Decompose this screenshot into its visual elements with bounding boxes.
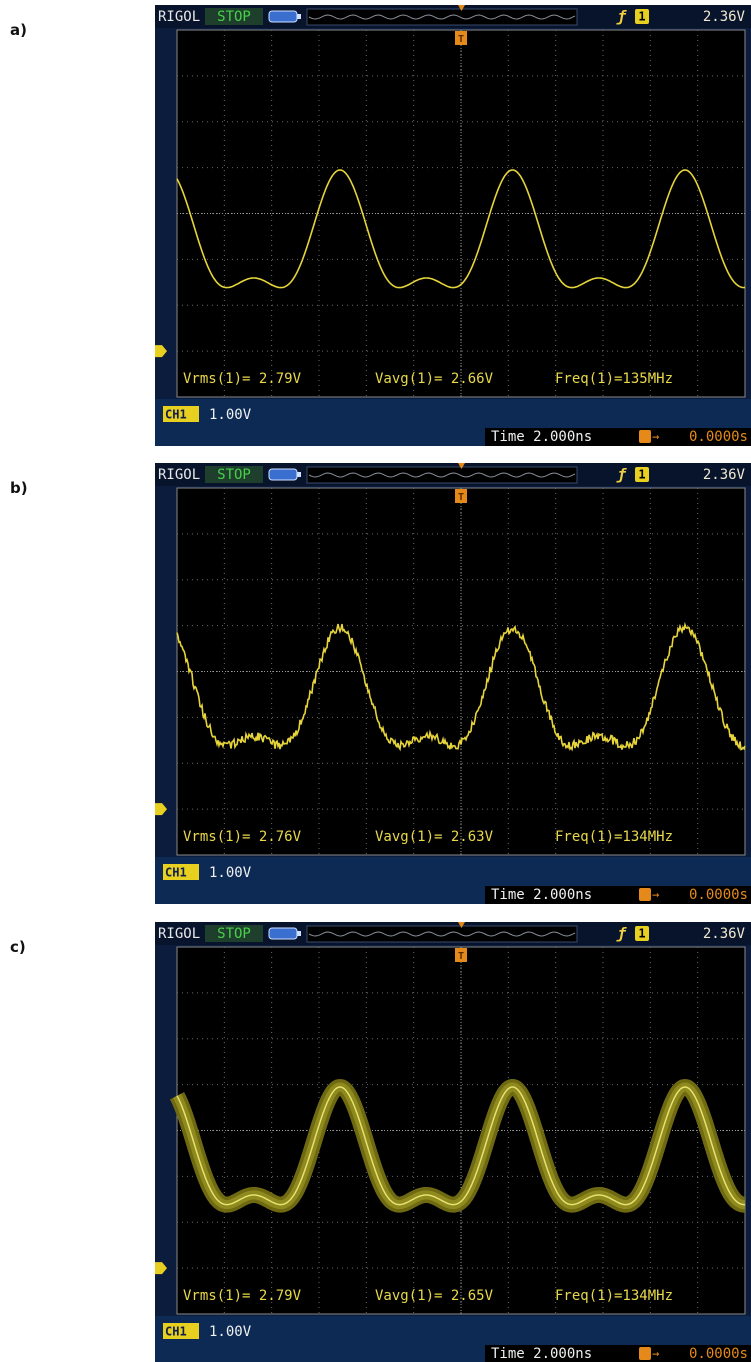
trigger-source: 1 — [638, 468, 645, 482]
measurement: Vavg(1)= 2.65V — [375, 1288, 494, 1304]
timebase: Time 2.000ns — [491, 429, 592, 445]
figure: a)RIGOLSTOPƒ12.36VTVrms(1)= 2.79VVavg(1)… — [0, 0, 751, 1362]
memory-icon — [269, 11, 297, 22]
trigger-marker-t: T — [458, 492, 464, 503]
measurement: Vavg(1)= 2.66V — [375, 371, 494, 387]
measurement: Vrms(1)= 2.79V — [183, 1288, 302, 1304]
channel: CH1 — [165, 1325, 187, 1339]
brand: RIGOL — [158, 467, 200, 483]
offset-arrow: → — [652, 430, 659, 444]
panel-label: b) — [10, 479, 28, 497]
memory-icon-tip — [297, 472, 301, 477]
panel-label: c) — [10, 938, 26, 956]
channel: CH1 — [165, 866, 187, 880]
measurement: Freq(1)=134MHz — [555, 1288, 673, 1304]
trigger-level: 2.36V — [703, 467, 746, 483]
offset-icon — [639, 430, 651, 443]
offset-arrow: → — [652, 888, 659, 902]
trigger-level: 2.36V — [703, 926, 746, 942]
offset-icon — [639, 1347, 651, 1360]
trigger-marker-t: T — [458, 951, 464, 962]
panel-label: a) — [10, 21, 27, 39]
memory-icon — [269, 469, 297, 480]
status: STOP — [217, 467, 251, 483]
trigger-source: 1 — [638, 927, 645, 941]
trigger-marker-t: T — [458, 34, 464, 45]
brand: RIGOL — [158, 9, 200, 25]
scope-screen: RIGOL STOP ƒ1 2.36V T Vrms(1)= 2.76V Vavg(1)= … — [155, 463, 751, 904]
measurement: Freq(1)=135MHz — [555, 371, 673, 387]
scope-screen: RIGOL STOP ƒ1 2.36V T Vrms(1)= 2.79V Vavg(1)= … — [155, 922, 751, 1362]
volts-per-div: 1.00V — [209, 865, 252, 881]
offset-icon — [639, 888, 651, 901]
trigger-level: 2.36V — [703, 9, 746, 25]
timebase: Time 2.000ns — [491, 1346, 592, 1362]
measurement: Vavg(1)= 2.63V — [375, 829, 494, 845]
offset-arrow: → — [652, 1347, 659, 1361]
measurement: Freq(1)=134MHz — [555, 829, 673, 845]
memory-icon-tip — [297, 14, 301, 19]
memory-icon — [269, 928, 297, 939]
channel: CH1 — [165, 408, 187, 422]
volts-per-div: 1.00V — [209, 1324, 252, 1340]
trigger-edge-icon: ƒ — [616, 8, 627, 26]
trigger-source: 1 — [638, 10, 645, 24]
memory-icon-tip — [297, 931, 301, 936]
brand: RIGOL — [158, 926, 200, 942]
trigger-edge-icon: ƒ — [616, 466, 627, 484]
status: STOP — [217, 9, 251, 25]
scope-screen: RIGOL STOP ƒ1 2.36V T Vrms(1)= 2.79V Vavg(1)= … — [155, 5, 751, 446]
trigger-edge-icon: ƒ — [616, 925, 627, 943]
measurement: Vrms(1)= 2.76V — [183, 829, 302, 845]
timebase: Time 2.000ns — [491, 887, 592, 903]
status: STOP — [217, 926, 251, 942]
trigger-offset: 0.0000s — [689, 429, 748, 445]
measurement: Vrms(1)= 2.79V — [183, 371, 302, 387]
trigger-offset: 0.0000s — [689, 1346, 748, 1362]
trigger-offset: 0.0000s — [689, 887, 748, 903]
volts-per-div: 1.00V — [209, 407, 252, 423]
